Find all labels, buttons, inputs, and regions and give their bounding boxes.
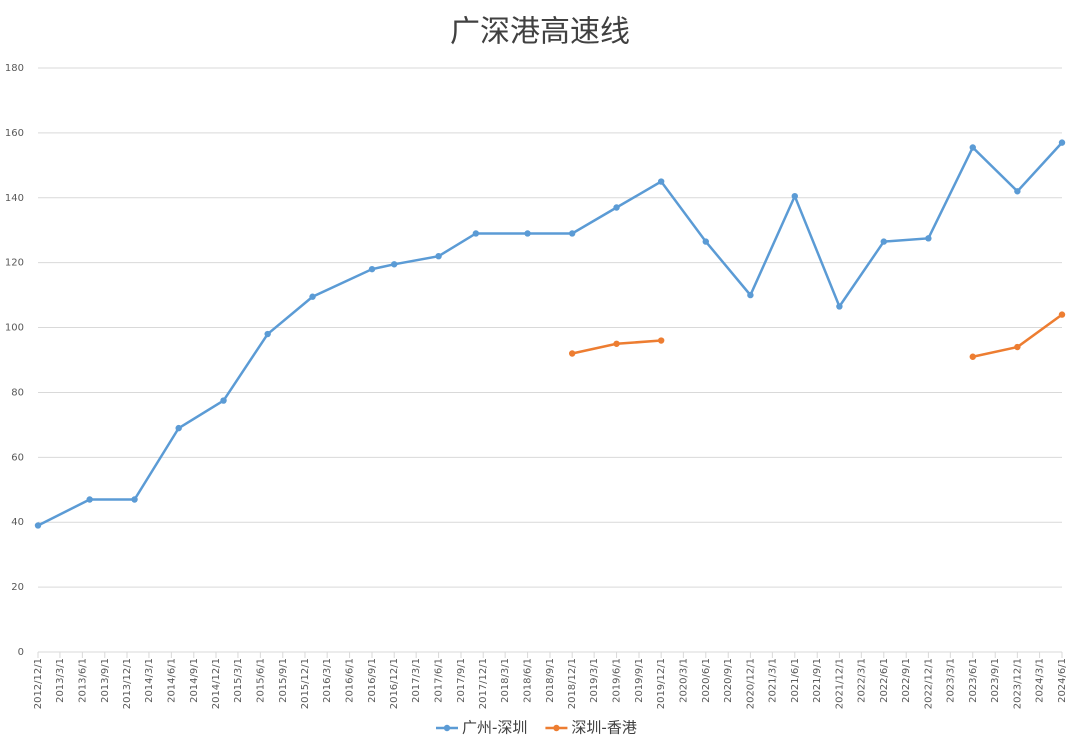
y-tick-label: 60 xyxy=(11,452,24,463)
y-tick-label: 120 xyxy=(5,258,24,269)
x-tick-label: 2014/9/1 xyxy=(189,658,200,703)
data-point xyxy=(34,522,42,529)
x-tick-label: 2017/6/1 xyxy=(434,658,445,703)
legend: 广州-深圳 深圳-香港 xyxy=(436,719,637,737)
data-point xyxy=(791,192,798,200)
x-tick-label: 2014/3/1 xyxy=(144,658,155,703)
legend-label: 广州-深圳 xyxy=(462,719,527,737)
y-tick-label: 80 xyxy=(11,387,24,398)
x-tick-label: 2015/9/1 xyxy=(278,658,289,703)
y-tick-label: 100 xyxy=(5,323,24,334)
data-point xyxy=(264,330,271,338)
x-tick-label: 2022/6/1 xyxy=(879,658,890,703)
x-tick-label: 2019/3/1 xyxy=(589,658,600,703)
x-tick-label: 2021/6/1 xyxy=(790,658,801,703)
data-point xyxy=(969,144,976,151)
x-tick-label: 2016/6/1 xyxy=(345,658,356,703)
data-point xyxy=(175,424,182,432)
x-tick-label: 2019/12/1 xyxy=(656,658,667,709)
y-tick-label: 140 xyxy=(5,193,24,204)
x-tick-label: 2017/9/1 xyxy=(456,658,467,703)
x-tick-label: 2019/6/1 xyxy=(612,658,623,703)
x-tick-label: 2018/12/1 xyxy=(567,658,578,709)
data-point xyxy=(880,238,887,245)
x-tick-label: 2017/3/1 xyxy=(411,658,422,703)
data-point xyxy=(1014,188,1021,195)
x-tick-label: 2021/12/1 xyxy=(834,658,845,709)
data-point xyxy=(613,340,620,347)
x-tick-label: 2020/6/1 xyxy=(701,658,712,703)
x-tick-label: 2013/3/1 xyxy=(55,658,66,703)
data-point xyxy=(657,178,665,185)
x-tick-label: 2024/3/1 xyxy=(1035,658,1046,703)
x-tick-label: 2022/9/1 xyxy=(901,658,912,703)
x-tick-label: 2013/12/1 xyxy=(122,658,133,709)
x-tick-label: 2023/3/1 xyxy=(945,658,956,703)
x-tick-label: 2015/12/1 xyxy=(300,658,311,709)
x-tick-label: 2015/3/1 xyxy=(233,658,244,703)
data-point xyxy=(435,252,442,260)
data-point xyxy=(836,303,843,310)
x-tick-label: 2020/9/1 xyxy=(723,658,734,703)
data-point xyxy=(568,350,576,357)
data-point xyxy=(86,496,93,503)
y-tick-label: 160 xyxy=(5,128,24,139)
x-tick-label: 2016/9/1 xyxy=(367,658,378,703)
legend-marker xyxy=(553,724,560,732)
data-point xyxy=(524,230,531,237)
data-point xyxy=(309,293,316,300)
data-point xyxy=(1014,343,1021,351)
x-tick-label: 2014/12/1 xyxy=(211,658,222,709)
x-tick-label: 2018/3/1 xyxy=(500,658,511,703)
x-tick-label: 2018/6/1 xyxy=(523,658,534,703)
data-point xyxy=(1058,311,1066,318)
x-tick-label: 2023/12/1 xyxy=(1012,658,1023,709)
x-tick-label: 2017/12/1 xyxy=(478,658,489,709)
x-tick-label: 2013/9/1 xyxy=(100,658,111,703)
x-tick-label: 2016/3/1 xyxy=(322,658,333,703)
x-tick-label: 2015/6/1 xyxy=(255,658,266,703)
x-tick-label: 2021/9/1 xyxy=(812,658,823,703)
data-point xyxy=(368,265,376,273)
data-point xyxy=(391,261,398,268)
x-tick-label: 2016/12/1 xyxy=(389,658,400,709)
y-tick-label: 40 xyxy=(11,517,24,528)
data-point xyxy=(1058,139,1066,146)
data-point xyxy=(702,238,709,245)
y-tick-label: 180 xyxy=(5,63,24,74)
data-point xyxy=(472,230,480,237)
legend-label: 深圳-香港 xyxy=(571,719,636,737)
y-tick-label: 20 xyxy=(11,582,24,593)
x-tick-label: 2013/6/1 xyxy=(77,658,88,703)
x-tick-label: 2014/6/1 xyxy=(166,658,177,703)
y-tick-label: 0 xyxy=(18,647,24,658)
x-tick-label: 2012/12/1 xyxy=(33,658,44,709)
data-point xyxy=(925,235,932,242)
data-point xyxy=(131,496,138,503)
x-tick-label: 2022/12/1 xyxy=(923,658,934,709)
x-tick-label: 2019/9/1 xyxy=(634,658,645,703)
x-tick-label: 2020/3/1 xyxy=(678,658,689,703)
data-point xyxy=(568,230,576,237)
data-point xyxy=(220,397,227,404)
data-point xyxy=(969,353,976,360)
x-tick-label: 2018/9/1 xyxy=(545,658,556,703)
x-tick-label: 2024/6/1 xyxy=(1057,658,1068,703)
data-point xyxy=(657,337,665,344)
data-point xyxy=(747,291,754,299)
data-point xyxy=(613,204,620,211)
x-tick-label: 2023/9/1 xyxy=(990,658,1001,703)
chart-title: 广深港高速线 xyxy=(450,15,630,50)
x-tick-label: 2022/3/1 xyxy=(856,658,867,703)
x-tick-label: 2020/12/1 xyxy=(745,658,756,709)
x-tick-label: 2021/3/1 xyxy=(767,658,778,703)
series-line xyxy=(37,141,1063,527)
x-tick-label: 2023/6/1 xyxy=(968,658,979,703)
legend-marker xyxy=(443,724,451,732)
